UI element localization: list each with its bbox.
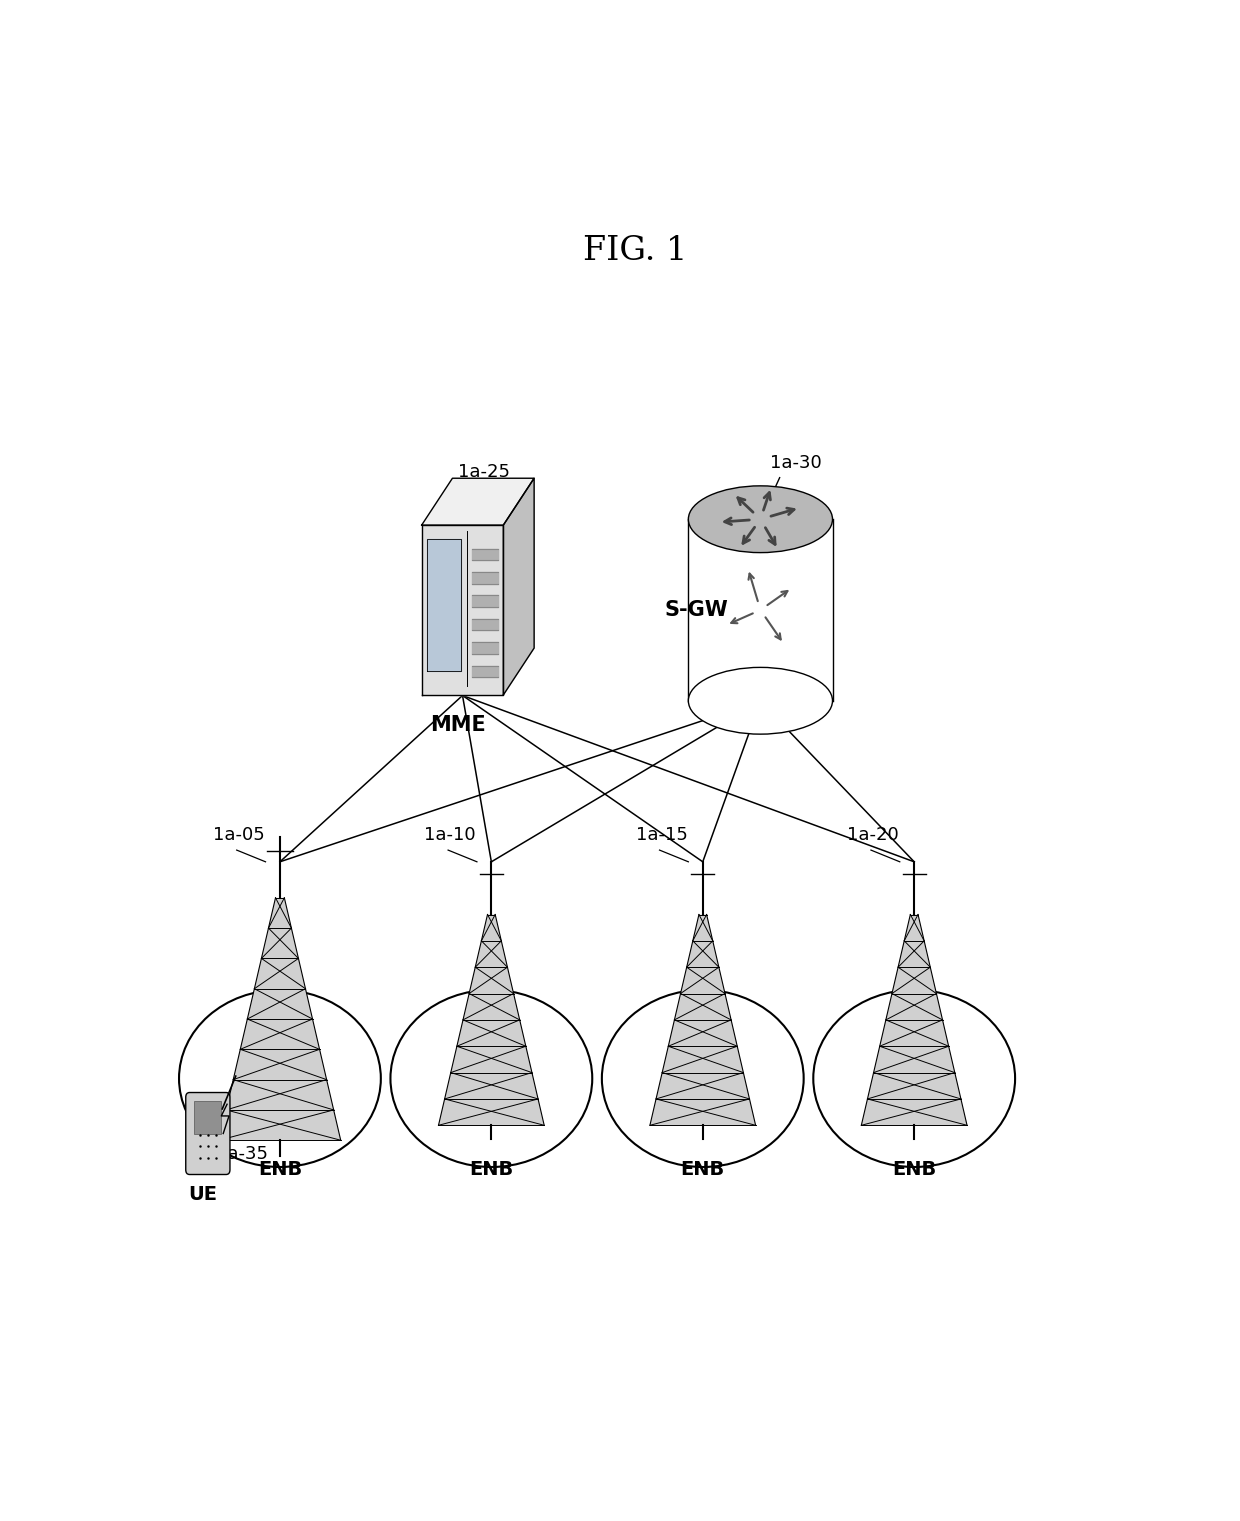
Polygon shape bbox=[503, 478, 534, 695]
Polygon shape bbox=[439, 914, 544, 1126]
Ellipse shape bbox=[813, 990, 1016, 1167]
Polygon shape bbox=[472, 572, 497, 584]
Polygon shape bbox=[650, 914, 755, 1126]
Ellipse shape bbox=[688, 668, 832, 735]
Ellipse shape bbox=[391, 990, 593, 1167]
Text: ENB: ENB bbox=[258, 1161, 303, 1179]
Text: ENB: ENB bbox=[681, 1161, 725, 1179]
Polygon shape bbox=[472, 595, 497, 607]
Text: 1a-10: 1a-10 bbox=[424, 826, 476, 844]
Text: MME: MME bbox=[430, 715, 486, 735]
Text: ENB: ENB bbox=[892, 1161, 936, 1179]
Text: 1a-05: 1a-05 bbox=[213, 826, 264, 844]
Text: 1a-35: 1a-35 bbox=[216, 1145, 268, 1164]
Polygon shape bbox=[862, 914, 967, 1126]
Ellipse shape bbox=[688, 485, 832, 552]
Polygon shape bbox=[422, 478, 534, 525]
FancyBboxPatch shape bbox=[186, 1092, 229, 1174]
Text: FIG. 1: FIG. 1 bbox=[583, 236, 688, 268]
Text: UE: UE bbox=[188, 1185, 217, 1205]
Polygon shape bbox=[688, 519, 832, 701]
Polygon shape bbox=[472, 549, 497, 560]
Ellipse shape bbox=[601, 990, 804, 1167]
FancyBboxPatch shape bbox=[195, 1101, 221, 1133]
Polygon shape bbox=[428, 538, 460, 671]
Polygon shape bbox=[472, 666, 497, 677]
Text: 1a-20: 1a-20 bbox=[847, 826, 899, 844]
Polygon shape bbox=[472, 619, 497, 631]
Text: 1a-25: 1a-25 bbox=[458, 464, 510, 481]
Polygon shape bbox=[219, 897, 341, 1141]
Text: S-GW: S-GW bbox=[665, 599, 728, 621]
Text: ENB: ENB bbox=[469, 1161, 513, 1179]
Ellipse shape bbox=[179, 990, 381, 1167]
Text: 1a-30: 1a-30 bbox=[770, 453, 822, 472]
Text: 1a-15: 1a-15 bbox=[635, 826, 687, 844]
Polygon shape bbox=[472, 642, 497, 654]
Polygon shape bbox=[422, 525, 503, 695]
